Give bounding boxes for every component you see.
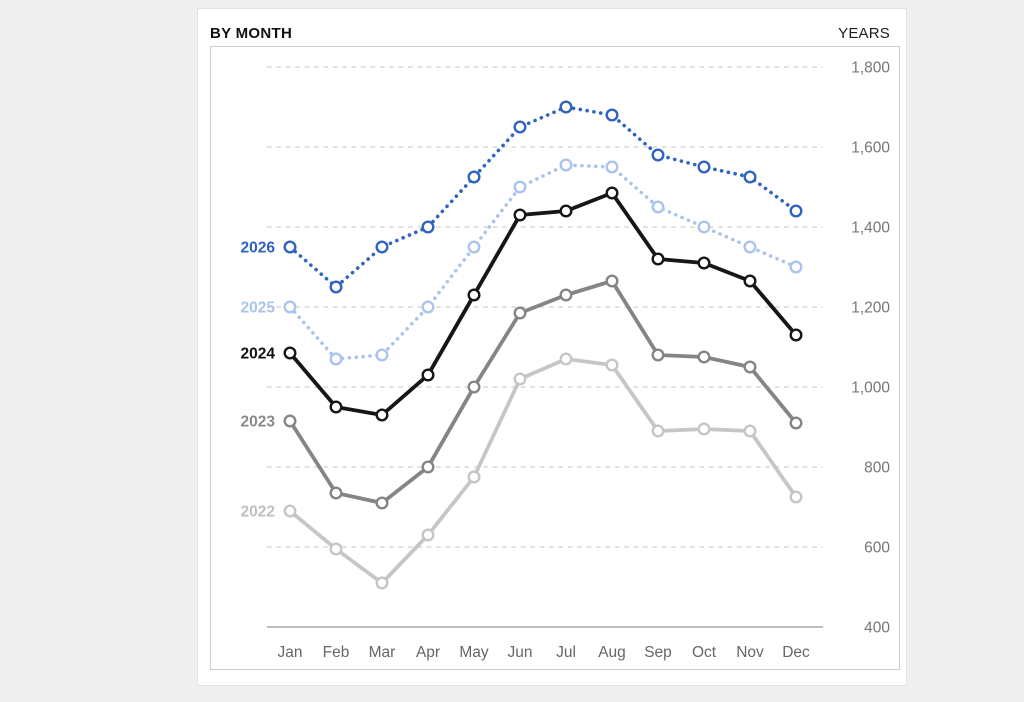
point-2026-jan[interactable] [283,240,297,254]
point-2025-oct[interactable] [697,220,711,234]
point-2024-oct[interactable] [697,256,711,270]
x-tick-label-aug: Aug [598,644,626,661]
point-2025-apr[interactable] [421,300,435,314]
point-2026-sep[interactable] [651,148,665,162]
point-2022-sep[interactable] [651,424,665,438]
point-2022-jan[interactable] [283,504,297,518]
point-2026-aug[interactable] [605,108,619,122]
point-2023-jun[interactable] [513,306,527,320]
point-2025-jan[interactable] [283,300,297,314]
series-label-2023[interactable]: 2023 [241,414,276,431]
point-2023-may[interactable] [467,380,481,394]
chart-title: BY MONTH [210,25,293,42]
point-2023-aug[interactable] [605,274,619,288]
point-2023-feb[interactable] [329,486,343,500]
point-2025-aug[interactable] [605,160,619,174]
point-2023-apr[interactable] [421,460,435,474]
point-2022-apr[interactable] [421,528,435,542]
series-2025-line [288,163,798,361]
point-2025-mar[interactable] [375,348,389,362]
point-2022-aug[interactable] [605,358,619,372]
y-tick-label-1600: 1,600 [851,140,890,157]
point-2024-aug[interactable] [605,186,619,200]
point-2023-jan[interactable] [283,414,297,428]
y-tick-label-1000: 1,000 [851,380,890,397]
x-tick-label-may: May [459,644,489,661]
x-tick-label-jul: Jul [556,644,576,661]
point-2024-apr[interactable] [421,368,435,382]
y-tick-label-600: 600 [864,540,890,557]
plot-area: 1,800 1,600 1,400 1,200 1,000 800 600 400 Jan Feb… [210,46,900,670]
y-tick-label-800: 800 [864,460,890,477]
chart-card: BY MONTH YEARS 1,800 1,600 1,400 1,200 1,000… [197,8,907,686]
chart-canvas: 1,800 1,600 1,400 1,200 1,000 800 600 400 Jan Feb… [241,60,891,662]
series-label-2026[interactable]: 2026 [241,240,276,257]
point-2026-dec[interactable] [789,204,803,218]
point-2024-sep[interactable] [651,252,665,266]
point-2023-mar[interactable] [375,496,389,510]
point-2024-mar[interactable] [375,408,389,422]
point-2026-feb[interactable] [329,280,343,294]
x-tick-label-dec: Dec [782,644,810,661]
point-2023-nov[interactable] [743,360,757,374]
point-2024-jun[interactable] [513,208,527,222]
point-2026-jun[interactable] [513,120,527,134]
point-2025-jun[interactable] [513,180,527,194]
series-2022-line [288,357,798,585]
point-2025-jul[interactable] [559,158,573,172]
series-2026-line [288,105,798,289]
point-2025-dec[interactable] [789,260,803,274]
series-2023-line [288,279,798,505]
point-2024-feb[interactable] [329,400,343,414]
point-2023-sep[interactable] [651,348,665,362]
point-2024-may[interactable] [467,288,481,302]
point-2023-oct[interactable] [697,350,711,364]
y-tick-label-1800: 1,800 [851,60,890,77]
point-2025-may[interactable] [467,240,481,254]
point-2026-mar[interactable] [375,240,389,254]
chart-card-header: BY MONTH YEARS [198,9,906,46]
point-2026-nov[interactable] [743,170,757,184]
point-2022-oct[interactable] [697,422,711,436]
legend-title: YEARS [838,25,890,42]
x-tick-label-jun: Jun [508,644,533,661]
y-tick-label-1200: 1,200 [851,300,890,317]
point-2022-dec[interactable] [789,490,803,504]
y-tick-label-400: 400 [864,620,890,637]
point-2022-nov[interactable] [743,424,757,438]
x-tick-label-apr: Apr [416,644,440,661]
series-2024-line [288,191,798,417]
series-label-2022[interactable]: 2022 [241,504,275,521]
point-2024-jan[interactable] [283,346,297,360]
y-tick-label-1400: 1,400 [851,220,890,237]
point-2026-oct[interactable] [697,160,711,174]
point-2022-jul[interactable] [559,352,573,366]
point-2022-jun[interactable] [513,372,527,386]
point-2026-jul[interactable] [559,100,573,114]
point-2024-dec[interactable] [789,328,803,342]
x-tick-label-mar: Mar [369,644,396,661]
x-tick-label-feb: Feb [323,644,350,661]
x-tick-label-nov: Nov [736,644,764,661]
point-2022-feb[interactable] [329,542,343,556]
point-2026-apr[interactable] [421,220,435,234]
series-label-2025[interactable]: 2025 [241,300,276,317]
point-2024-nov[interactable] [743,274,757,288]
point-2025-feb[interactable] [329,352,343,366]
point-2026-may[interactable] [467,170,481,184]
series-label-2024[interactable]: 2024 [241,346,276,363]
point-2023-jul[interactable] [559,288,573,302]
point-2022-mar[interactable] [375,576,389,590]
x-tick-label-jan: Jan [278,644,303,661]
point-2024-jul[interactable] [559,204,573,218]
point-2022-may[interactable] [467,470,481,484]
x-tick-label-sep: Sep [644,644,672,661]
point-2025-sep[interactable] [651,200,665,214]
x-tick-label-oct: Oct [692,644,717,661]
point-2023-dec[interactable] [789,416,803,430]
point-2025-nov[interactable] [743,240,757,254]
